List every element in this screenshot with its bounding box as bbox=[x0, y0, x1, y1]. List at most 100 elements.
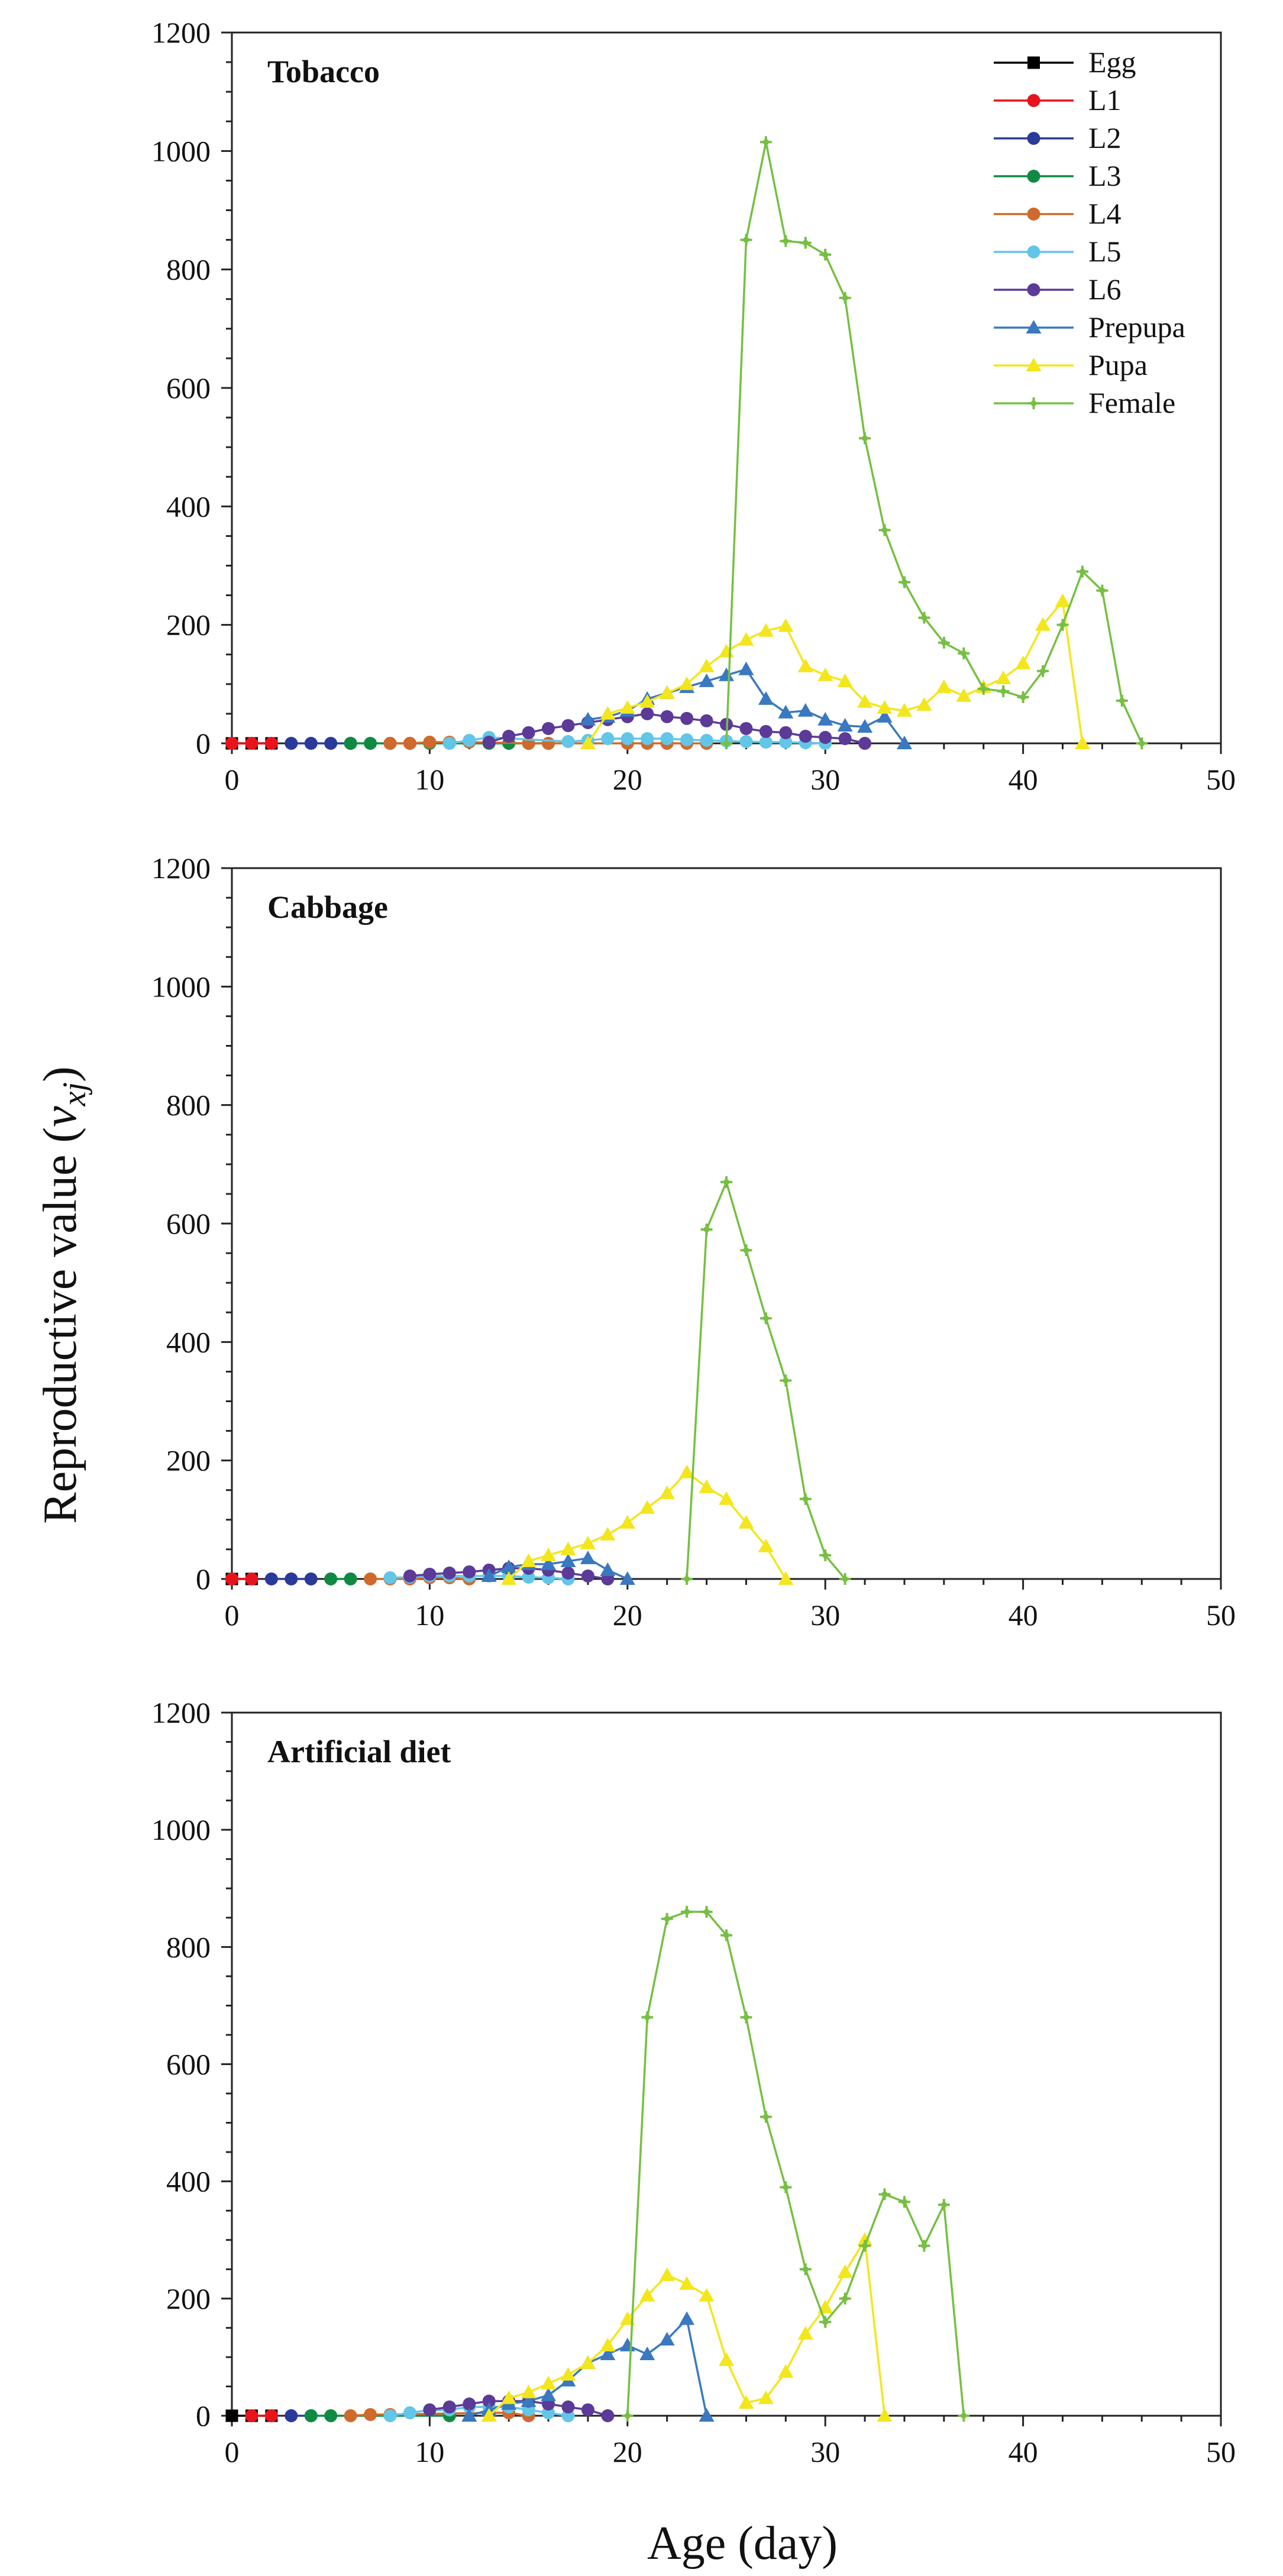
series-pupa-point bbox=[916, 697, 932, 711]
legend: Egg L1 L2 L3 L4 L5 L6 Prepupa Pupa Female bbox=[994, 46, 1185, 419]
x-tick-label: 40 bbox=[1009, 1598, 1038, 1632]
series-l2 bbox=[264, 1572, 318, 1585]
series-female-point-dot bbox=[862, 2242, 868, 2249]
x-tick-label: 30 bbox=[810, 2435, 840, 2468]
legend-marker bbox=[1027, 132, 1040, 145]
legend-marker bbox=[1027, 94, 1040, 107]
x-tick-label: 40 bbox=[1009, 2435, 1038, 2468]
series-l4-point bbox=[344, 2409, 357, 2422]
series-prepupa-point bbox=[877, 708, 893, 723]
series-pupa-point bbox=[857, 2232, 873, 2246]
series-female-point bbox=[938, 636, 950, 649]
series-l6-point bbox=[819, 730, 832, 744]
series-prepupa-point bbox=[541, 1556, 557, 1570]
y-tick-label: 600 bbox=[166, 2048, 211, 2081]
series-prepupa-point bbox=[659, 2332, 675, 2346]
series-l6-point bbox=[482, 735, 496, 749]
series-pupa-point bbox=[1074, 736, 1090, 749]
series-l5-point bbox=[660, 732, 674, 745]
series-pupa-point bbox=[639, 694, 655, 708]
series-l1 bbox=[225, 1572, 258, 1585]
y-tick-label: 1000 bbox=[151, 134, 211, 167]
series-pupa-point bbox=[580, 736, 596, 749]
series-female-point-dot bbox=[961, 2413, 967, 2419]
series-l6-point bbox=[542, 721, 555, 735]
series-l6-point bbox=[482, 2394, 496, 2408]
legend-marker-dot bbox=[1030, 400, 1037, 406]
series-female-point-dot bbox=[762, 139, 769, 145]
series-l6-point bbox=[799, 729, 812, 743]
series-pupa-point bbox=[936, 679, 952, 693]
series-female-point-dot bbox=[1079, 568, 1085, 575]
series-female-point-dot bbox=[941, 2202, 947, 2208]
series-l6-point bbox=[858, 737, 872, 750]
series-female-point bbox=[819, 248, 832, 261]
y-tick-label: 600 bbox=[166, 371, 211, 404]
series-female-point bbox=[720, 737, 732, 749]
series-l6-point bbox=[463, 1565, 476, 1578]
series-pupa-point bbox=[501, 2390, 517, 2405]
series-female-point bbox=[859, 2240, 871, 2252]
series-pupa-point bbox=[659, 2267, 675, 2281]
series-female-point bbox=[1116, 694, 1128, 707]
series-female-point bbox=[958, 647, 970, 659]
series-female-point bbox=[700, 1905, 713, 1918]
series-pupa-point bbox=[659, 685, 675, 699]
series-prepupa-point bbox=[521, 2393, 537, 2407]
series-female-point-dot bbox=[1059, 622, 1066, 628]
series-l3-point bbox=[344, 1572, 357, 1585]
panel-title: Cabbage bbox=[267, 889, 388, 925]
y-tick-label: 1200 bbox=[151, 852, 211, 885]
series-female-point bbox=[641, 2011, 654, 2024]
legend-entry-pupa: Pupa bbox=[994, 348, 1148, 381]
legend-label: L3 bbox=[1088, 159, 1122, 192]
series-female-point bbox=[878, 524, 891, 536]
series-l5-point bbox=[680, 733, 694, 746]
series-l5-point bbox=[561, 734, 575, 748]
series-prepupa-point bbox=[600, 1562, 616, 1576]
series-l5-point bbox=[641, 732, 654, 745]
series-l1 bbox=[225, 737, 278, 750]
series-prepupa-point bbox=[481, 1568, 497, 1582]
y-tick-label: 400 bbox=[166, 1325, 211, 1358]
y-tick-label: 400 bbox=[166, 490, 211, 523]
legend-entry-prepupa: Prepupa bbox=[994, 310, 1185, 344]
series-pupa-point bbox=[877, 2408, 893, 2422]
legend-marker bbox=[1027, 56, 1040, 69]
legend-label: L2 bbox=[1088, 121, 1122, 154]
series-pupa-point bbox=[797, 658, 813, 672]
series-prepupa-point bbox=[738, 661, 754, 675]
series-pupa-point bbox=[481, 2408, 497, 2422]
series-l6-point bbox=[641, 707, 654, 720]
x-tick-label: 0 bbox=[225, 1598, 240, 1632]
series-female-point-dot bbox=[842, 1576, 848, 1582]
series-pupa-point bbox=[837, 673, 853, 687]
series-female bbox=[621, 1905, 970, 2422]
series-l1 bbox=[245, 2409, 278, 2422]
series-female-point bbox=[740, 234, 752, 246]
series-female bbox=[681, 1176, 851, 1585]
series-l6-point bbox=[502, 729, 516, 743]
series-pupa-point bbox=[778, 1571, 794, 1585]
x-tick-label: 50 bbox=[1206, 763, 1236, 796]
series-female-point bbox=[799, 237, 812, 249]
legend-marker bbox=[1027, 170, 1040, 183]
series-l5-line bbox=[390, 1575, 568, 1580]
series-prepupa-point bbox=[797, 703, 813, 717]
series-female-point-dot bbox=[842, 2295, 848, 2302]
series-female-point bbox=[898, 2196, 910, 2208]
series-prepupa-point bbox=[837, 717, 853, 732]
series-l4-point bbox=[383, 737, 397, 750]
y-tick-label: 200 bbox=[166, 2282, 211, 2315]
legend-label: L6 bbox=[1088, 273, 1122, 306]
x-tick-label: 20 bbox=[613, 763, 642, 796]
series-female-point-dot bbox=[783, 2184, 789, 2190]
series-female-point-dot bbox=[703, 1908, 710, 1915]
legend-marker bbox=[1027, 208, 1040, 221]
legend-entry-l1: L1 bbox=[994, 83, 1122, 116]
series-pupa-point bbox=[956, 688, 972, 702]
series-female-point-dot bbox=[723, 740, 729, 746]
series-female-point-dot bbox=[684, 1908, 690, 1915]
series-pupa-point bbox=[738, 1514, 754, 1529]
